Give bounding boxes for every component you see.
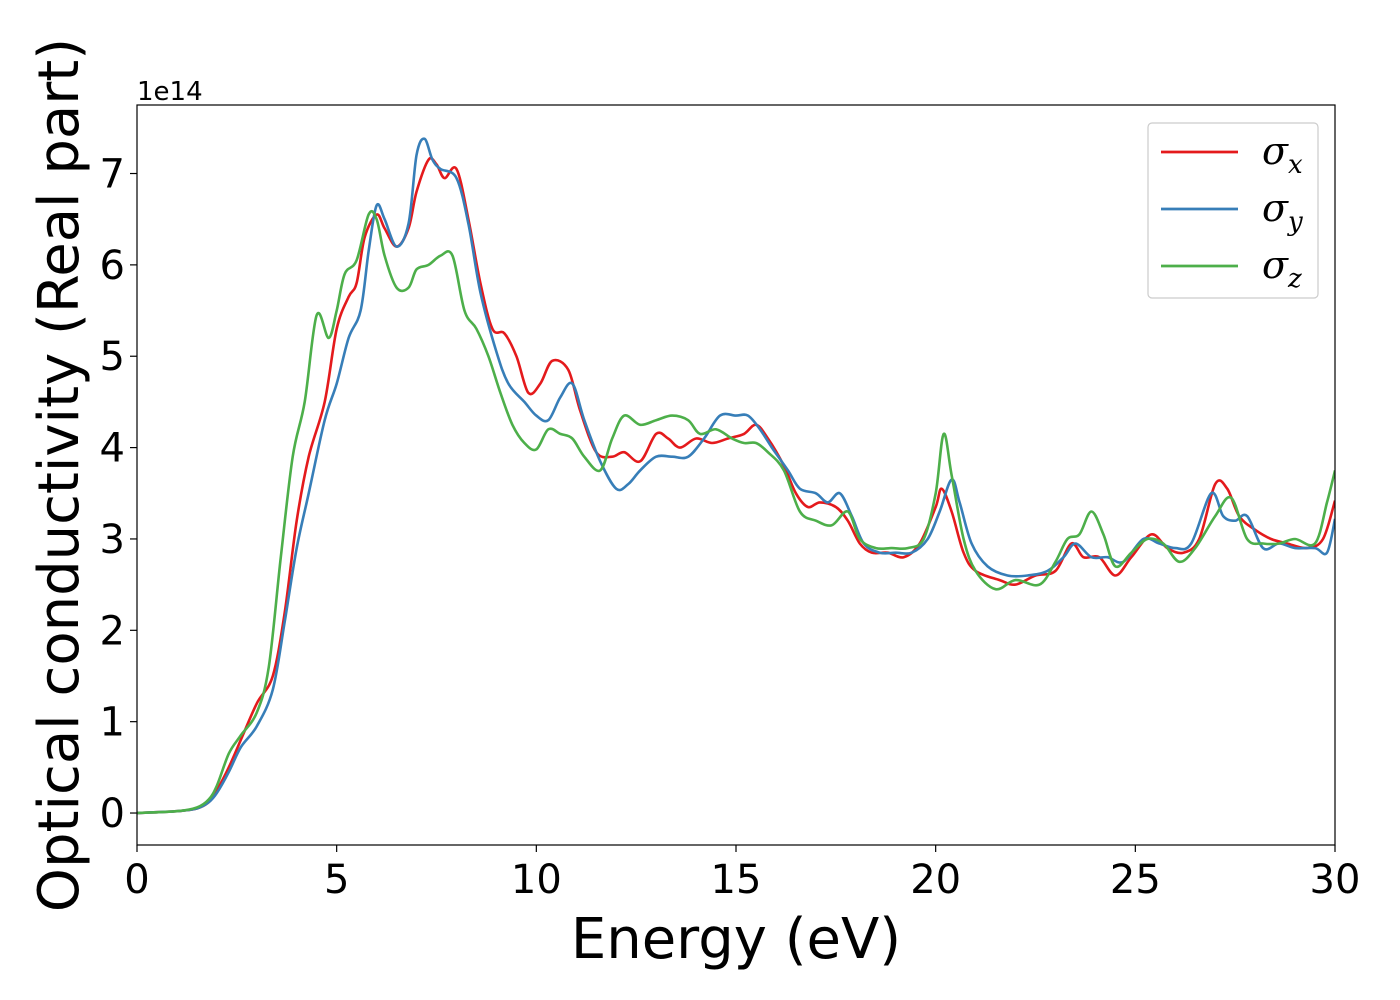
x-tick-label: 5: [324, 857, 349, 903]
y-tick-label: 0: [100, 791, 125, 837]
legend-label-z: σz: [1262, 243, 1302, 294]
x-axis-title: Energy (eV): [571, 907, 901, 972]
y-tick-label: 5: [100, 334, 125, 380]
legend-label-y: σy: [1262, 186, 1303, 237]
legend-subscript: x: [1288, 150, 1303, 180]
legend-symbol: σ: [1262, 129, 1289, 173]
x-tick-label: 0: [124, 857, 149, 903]
legend-subscript: y: [1287, 207, 1303, 237]
legend-subscript: z: [1287, 264, 1302, 294]
y-tick-label: 6: [100, 243, 125, 289]
x-tick-label: 15: [711, 857, 762, 903]
legend-frame: [1147, 122, 1319, 299]
series-line-y: [137, 137, 1335, 815]
x-tick-label: 10: [511, 857, 562, 903]
y-tick-label: 7: [100, 152, 125, 198]
legend-symbol: σ: [1262, 243, 1289, 287]
y-tick-label: 2: [100, 608, 125, 654]
x-tick-label: 20: [910, 857, 961, 903]
series-line-z: [137, 209, 1335, 815]
x-axis-ticks: 0 5 10 15 20 25 30: [124, 845, 1360, 903]
legend-label-x: σx: [1262, 129, 1303, 180]
series-layer: [137, 137, 1335, 815]
y-tick-label: 1: [100, 700, 125, 746]
y-tick-label: 4: [100, 426, 125, 472]
y-axis-ticks: 0 1 2 3 4 5 6 7: [100, 152, 137, 837]
y-tick-label: 3: [100, 517, 125, 563]
x-tick-label: 30: [1310, 857, 1361, 903]
x-tick-label: 25: [1110, 857, 1161, 903]
legend-symbol: σ: [1262, 186, 1289, 230]
plot-area: [137, 105, 1335, 845]
series-line-x: [137, 156, 1335, 815]
y-axis-title: Optical conductivity (Real part): [27, 38, 92, 912]
y-offset-label: 1e14: [137, 77, 203, 107]
